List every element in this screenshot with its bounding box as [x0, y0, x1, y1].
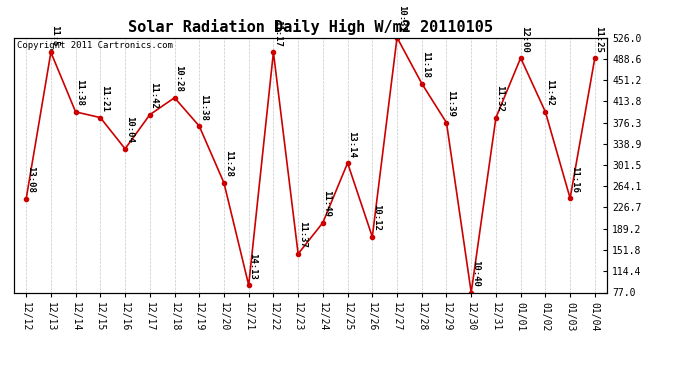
Text: 11:18: 11:18 [422, 51, 431, 78]
Text: 11:42: 11:42 [150, 82, 159, 109]
Text: 11:17: 11:17 [273, 20, 282, 47]
Text: 11:5: 11:5 [50, 25, 59, 47]
Text: 13:08: 13:08 [26, 166, 34, 193]
Text: 11:39: 11:39 [446, 90, 455, 117]
Text: 10:12: 10:12 [372, 204, 381, 231]
Text: 14:13: 14:13 [248, 253, 257, 279]
Text: Copyright 2011 Cartronics.com: Copyright 2011 Cartronics.com [17, 41, 172, 50]
Text: 10:40: 10:40 [471, 260, 480, 287]
Text: 11:16: 11:16 [570, 166, 579, 193]
Text: 10:28: 10:28 [174, 65, 183, 92]
Text: 10:31: 10:31 [397, 5, 406, 32]
Text: 12:00: 12:00 [520, 26, 529, 53]
Text: 11:37: 11:37 [298, 222, 307, 248]
Text: 10:04: 10:04 [125, 116, 134, 143]
Title: Solar Radiation Daily High W/m2 20110105: Solar Radiation Daily High W/m2 20110105 [128, 19, 493, 35]
Text: 11:49: 11:49 [322, 190, 331, 217]
Text: 11:38: 11:38 [75, 80, 84, 106]
Text: 11:25: 11:25 [595, 26, 604, 53]
Text: 11:38: 11:38 [199, 94, 208, 120]
Text: 11:42: 11:42 [545, 80, 554, 106]
Text: 11:32: 11:32 [495, 85, 504, 112]
Text: 11:28: 11:28 [224, 150, 233, 177]
Text: 13:14: 13:14 [347, 130, 356, 158]
Text: 11:21: 11:21 [100, 85, 109, 112]
